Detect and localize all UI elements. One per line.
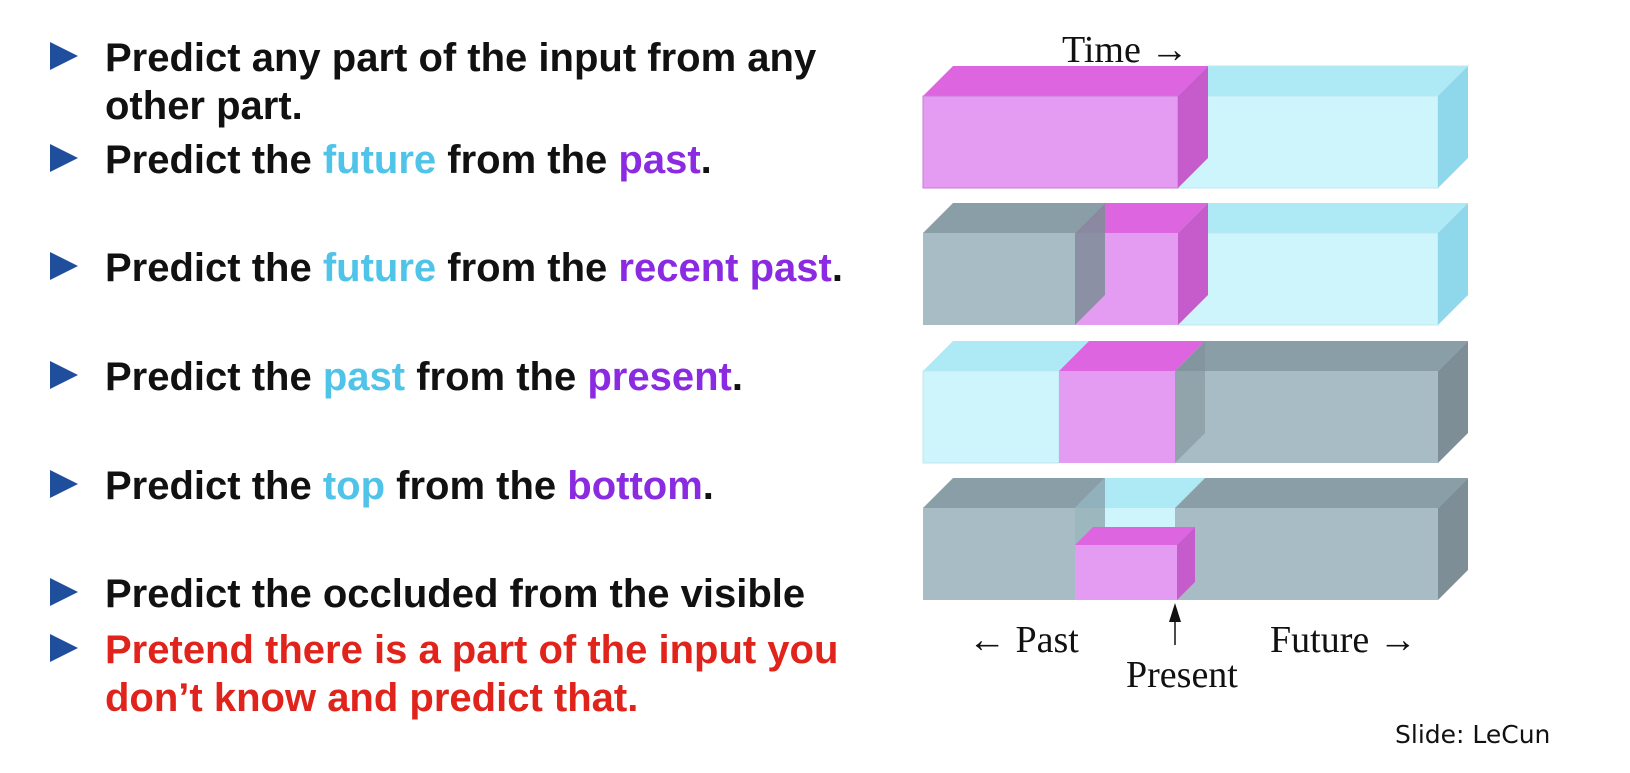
bullet-span: Predict any part of the input from any o…	[105, 36, 817, 128]
present-arrow-icon	[1169, 603, 1181, 622]
gray-front	[1175, 508, 1438, 600]
bullet-span: from the	[405, 355, 588, 399]
gray-side	[1075, 203, 1105, 325]
magenta-front	[1075, 545, 1177, 600]
bullet-text: Predict the future from the past.	[105, 136, 712, 184]
magenta-top	[1075, 203, 1208, 233]
magenta-top	[923, 66, 1208, 96]
row-4-top-from-bottom	[923, 478, 1468, 600]
bullet-span: from the	[436, 138, 619, 182]
cyan-top	[1176, 65, 1470, 97]
bullet-text: Predict the occluded from the visible	[105, 570, 805, 618]
bullet-span: Pretend there is a part of the input you…	[105, 628, 839, 720]
bullet-list: Predict any part of the input from any o…	[50, 34, 905, 722]
bullet-item: Predict the past from the present.	[50, 353, 743, 401]
gray-side	[1438, 478, 1468, 600]
bullet-triangle-icon	[50, 578, 78, 606]
gray-top	[1175, 478, 1468, 508]
highlight-future: future	[322, 138, 437, 182]
bullet-span: Predict the	[105, 355, 323, 399]
bullet-span: .	[731, 355, 743, 399]
row-1-future-from-past	[922, 65, 1470, 189]
gray-top	[1175, 341, 1468, 371]
gray-front	[923, 233, 1075, 325]
bullet-triangle-icon	[50, 634, 78, 662]
past-label: ← Past	[968, 619, 1079, 661]
bullet-triangle-icon	[50, 470, 78, 498]
magenta-side	[1178, 66, 1208, 188]
magenta-top	[1075, 527, 1195, 545]
cyan-top	[923, 341, 1089, 371]
bullet-triangle-icon	[50, 361, 78, 389]
bullet-triangle-icon	[50, 42, 78, 70]
bullet-span: .	[700, 138, 712, 182]
cyan-front	[1177, 95, 1439, 189]
bullet-span: .	[831, 246, 843, 290]
gray-front	[923, 508, 1075, 600]
bullet-text: Predict the future from the recent past.	[105, 244, 843, 292]
cyan-top	[1178, 203, 1468, 233]
magenta-front	[922, 95, 1179, 189]
bullet-span: Predict the	[105, 464, 323, 508]
bullet-triangle-icon	[50, 144, 78, 172]
highlight-present: present	[587, 355, 732, 399]
gray-inner-edge	[1175, 341, 1205, 463]
row-3-past-from-present	[922, 341, 1468, 464]
highlight-future: future	[322, 246, 437, 290]
gray-front	[1175, 371, 1438, 463]
bullet-text: Predict the past from the present.	[105, 353, 743, 401]
row-2-future-from-recent-past	[923, 203, 1468, 326]
gray-top	[923, 478, 1105, 508]
bullet-text: Predict the top from the bottom.	[105, 462, 714, 510]
highlight-top: top	[322, 464, 386, 508]
bullet-item: Predict the occluded from the visible	[50, 570, 805, 618]
bullet-span: Predict the	[105, 138, 323, 182]
bullet-item: Predict any part of the input from any o…	[50, 34, 865, 130]
bullet-span: Predict the	[105, 246, 323, 290]
cyan-front	[1177, 232, 1439, 326]
highlight-bottom: bottom	[567, 464, 703, 508]
magenta-top	[1059, 341, 1205, 371]
bullet-item: Predict the top from the bottom.	[50, 462, 714, 510]
bullet-span: from the	[385, 464, 568, 508]
slide-credit: Slide: LeCun	[1395, 720, 1551, 749]
highlight-recent-past: recent past	[618, 246, 832, 290]
bullet-text: Predict any part of the input from any o…	[105, 34, 865, 130]
magenta-front	[1059, 371, 1175, 463]
cyan-side	[1438, 203, 1468, 325]
bullet-item: Pretend there is a part of the input you…	[50, 626, 905, 722]
bullet-span: Predict the occluded from the visible	[105, 572, 806, 616]
bullet-text: Pretend there is a part of the input you…	[105, 626, 905, 722]
bullet-triangle-icon	[50, 252, 78, 280]
bullet-item: Predict the future from the recent past.	[50, 244, 843, 292]
gray-side	[1438, 341, 1468, 463]
future-label: Future →	[1270, 619, 1417, 661]
magenta-side	[1178, 203, 1208, 325]
time-label: Time →	[1062, 29, 1188, 71]
bullet-span: from the	[436, 246, 619, 290]
present-label: Present	[1126, 654, 1238, 696]
cyan-front	[922, 370, 1060, 464]
bullet-span: .	[702, 464, 714, 508]
cyan-top	[1075, 478, 1205, 508]
magenta-side	[1177, 527, 1195, 600]
cyan-side	[1438, 66, 1468, 188]
highlight-past: past	[322, 355, 406, 399]
bullet-item: Predict the future from the past.	[50, 136, 712, 184]
gray-top	[923, 203, 1105, 233]
highlight-past: past	[618, 138, 701, 182]
